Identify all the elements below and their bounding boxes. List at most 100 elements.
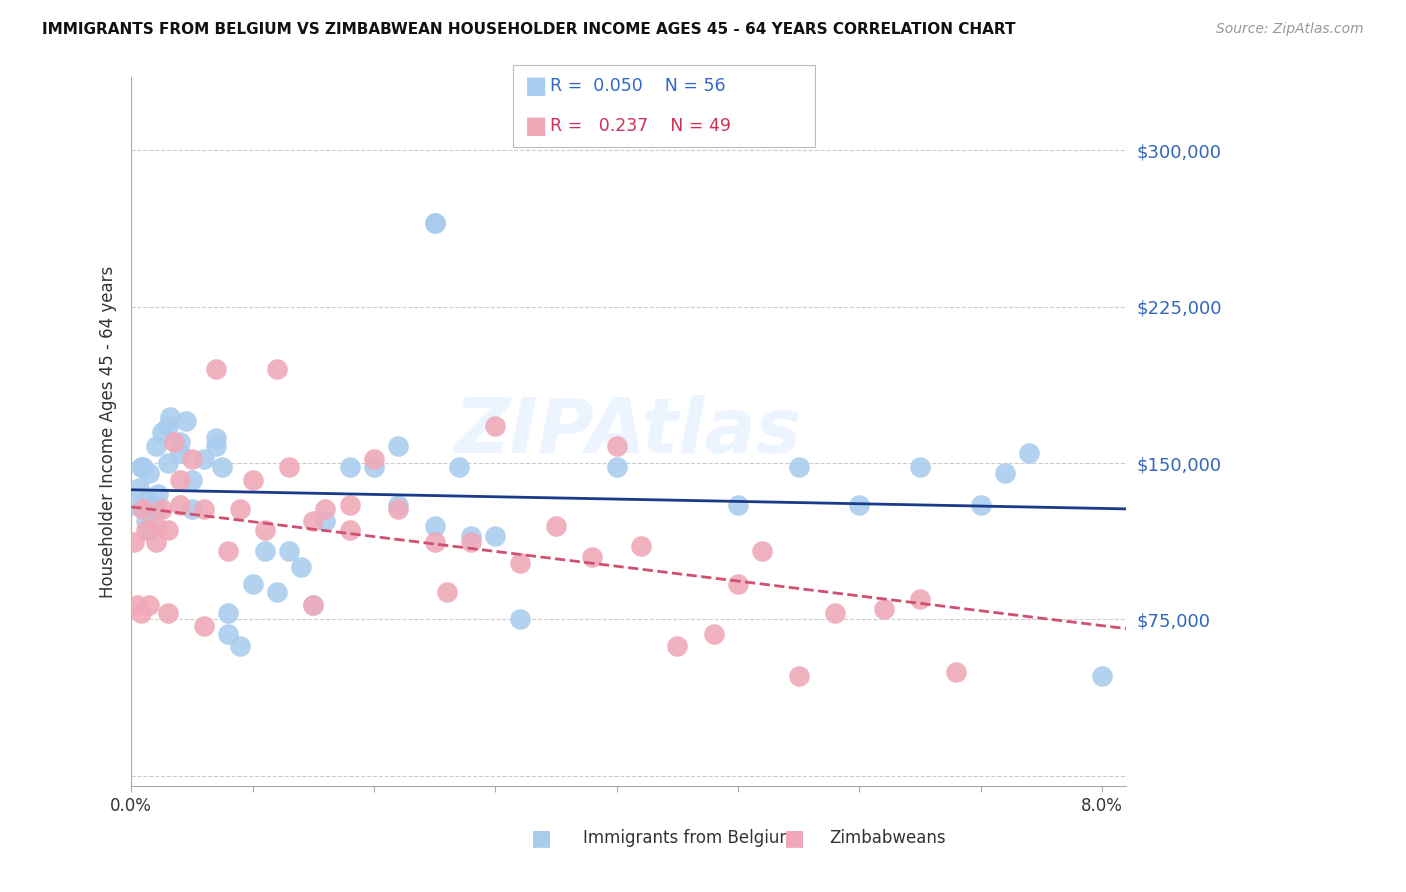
Point <box>751 543 773 558</box>
Point <box>253 543 276 558</box>
Point <box>242 577 264 591</box>
Point <box>229 502 252 516</box>
Point <box>945 665 967 679</box>
Point <box>136 493 159 508</box>
Point <box>169 445 191 459</box>
Point <box>217 606 239 620</box>
Text: ZIPAtlas: ZIPAtlas <box>456 395 803 469</box>
Point <box>339 460 361 475</box>
Point <box>181 473 204 487</box>
Text: ■: ■ <box>524 114 547 138</box>
Point <box>129 606 152 620</box>
Point <box>174 414 197 428</box>
Point <box>146 487 169 501</box>
Point <box>387 498 409 512</box>
Point <box>253 523 276 537</box>
Point <box>217 627 239 641</box>
Point <box>908 591 931 606</box>
Point <box>132 460 155 475</box>
Point <box>314 502 336 516</box>
Point <box>339 498 361 512</box>
Point <box>135 515 157 529</box>
Point <box>460 529 482 543</box>
Point <box>278 543 301 558</box>
Point <box>339 523 361 537</box>
Point <box>544 518 567 533</box>
Point <box>181 502 204 516</box>
Point <box>447 460 470 475</box>
Point <box>145 439 167 453</box>
Point <box>484 529 506 543</box>
Point <box>242 473 264 487</box>
Point <box>150 502 173 516</box>
Point <box>163 435 186 450</box>
Point <box>703 627 725 641</box>
Point <box>872 602 894 616</box>
Point <box>423 216 446 230</box>
Text: ■: ■ <box>524 74 547 98</box>
Point <box>156 456 179 470</box>
Point <box>363 451 385 466</box>
Point <box>145 518 167 533</box>
Point <box>606 460 628 475</box>
Point <box>423 535 446 549</box>
Point <box>727 498 749 512</box>
Point <box>606 439 628 453</box>
Point <box>132 502 155 516</box>
Point <box>132 502 155 516</box>
Point <box>193 618 215 632</box>
Text: ■: ■ <box>785 829 804 848</box>
Point <box>128 481 150 495</box>
Point <box>127 598 149 612</box>
Point <box>970 498 993 512</box>
Point <box>211 460 233 475</box>
Point <box>581 549 603 564</box>
Text: Zimbabweans: Zimbabweans <box>830 830 946 847</box>
Point <box>666 640 689 654</box>
Point <box>509 612 531 626</box>
Point <box>217 543 239 558</box>
Text: R =   0.237    N = 49: R = 0.237 N = 49 <box>550 117 731 135</box>
Point <box>363 460 385 475</box>
Point <box>908 460 931 475</box>
Point <box>787 460 810 475</box>
Point <box>266 585 288 599</box>
Point <box>135 523 157 537</box>
Point <box>460 535 482 549</box>
Point <box>229 640 252 654</box>
Point <box>387 502 409 516</box>
Point <box>824 606 846 620</box>
Text: ■: ■ <box>531 829 551 848</box>
Point <box>156 418 179 433</box>
Point <box>205 362 228 376</box>
Point <box>181 451 204 466</box>
Point <box>150 425 173 439</box>
Point <box>142 498 165 512</box>
Point <box>169 473 191 487</box>
Point <box>302 515 325 529</box>
Point <box>193 451 215 466</box>
Point <box>387 439 409 453</box>
Point <box>145 535 167 549</box>
Point <box>145 502 167 516</box>
Y-axis label: Householder Income Ages 45 - 64 years: Householder Income Ages 45 - 64 years <box>100 266 117 598</box>
Point <box>169 498 191 512</box>
Point <box>314 515 336 529</box>
Point <box>124 498 146 512</box>
Point <box>205 439 228 453</box>
Point <box>484 418 506 433</box>
Point <box>122 535 145 549</box>
Point <box>994 467 1017 481</box>
Point <box>156 523 179 537</box>
Point <box>159 410 181 425</box>
Point <box>138 598 160 612</box>
Point <box>156 606 179 620</box>
Point <box>509 556 531 570</box>
Point <box>129 460 152 475</box>
Point <box>302 598 325 612</box>
Text: Immigrants from Belgium: Immigrants from Belgium <box>583 830 796 847</box>
Text: Source: ZipAtlas.com: Source: ZipAtlas.com <box>1216 22 1364 37</box>
Point <box>848 498 870 512</box>
Point <box>290 560 312 574</box>
Point <box>266 362 288 376</box>
